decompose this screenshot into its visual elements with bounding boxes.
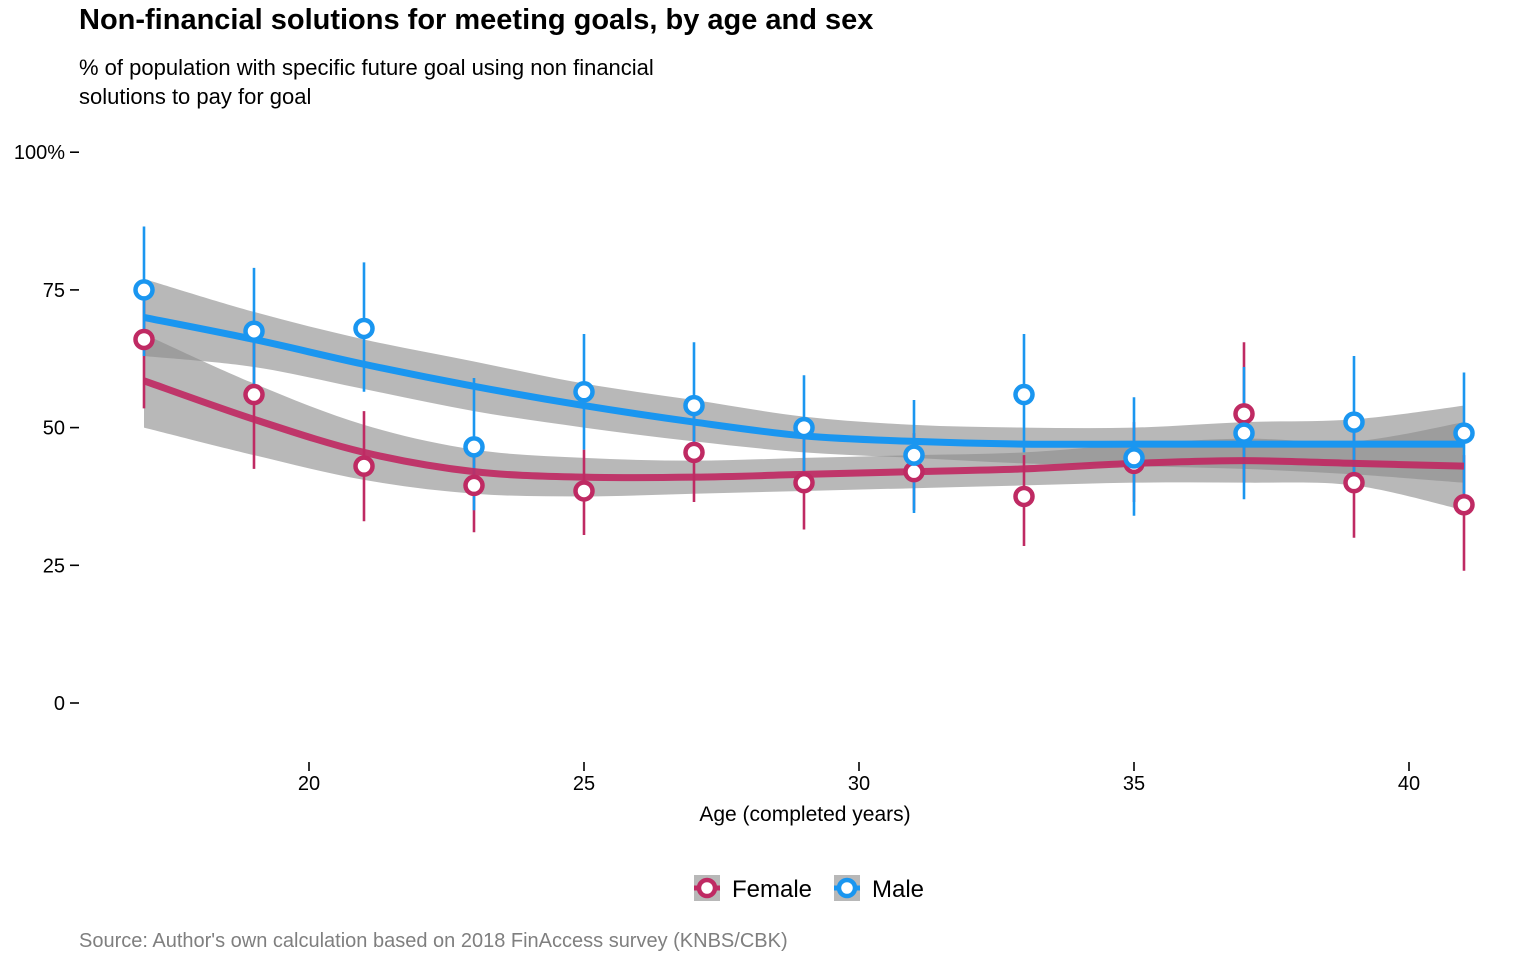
y-axis: 0 25 50 75 100% xyxy=(14,142,79,715)
x-tick-label: 20 xyxy=(298,773,320,795)
female-point xyxy=(573,480,595,502)
error-bars xyxy=(142,226,1466,571)
male-point xyxy=(1123,447,1145,469)
x-tick-label: 35 xyxy=(1123,773,1145,795)
male-point xyxy=(1453,422,1475,444)
male-point xyxy=(683,394,705,417)
y-tick-label: 75 xyxy=(43,280,65,302)
male-point xyxy=(243,320,265,342)
x-tick-label: 40 xyxy=(1398,773,1420,795)
y-tick-label: 50 xyxy=(43,418,65,440)
chart-svg: 0 25 50 75 100% 20 25 30 35 40 Age (completed ye… xyxy=(14,142,1475,903)
female-point xyxy=(1453,493,1475,516)
male-point xyxy=(463,436,485,458)
female-point xyxy=(793,471,815,494)
male-point xyxy=(133,279,155,301)
male-point xyxy=(573,381,595,403)
chart-subtitle: % of population with specific future goa… xyxy=(79,55,654,109)
x-axis: 20 25 30 35 40 xyxy=(298,762,1420,795)
x-tick-label: 25 xyxy=(573,773,595,795)
y-tick-label: 25 xyxy=(43,555,65,577)
male-legend-key-point xyxy=(836,877,858,899)
male-point xyxy=(353,317,375,340)
x-tick-label: 30 xyxy=(848,773,870,795)
x-axis-label: Age (completed years) xyxy=(699,803,910,826)
female-point xyxy=(353,455,375,477)
legend: Female Male xyxy=(694,875,924,903)
female-legend-label: Female xyxy=(732,876,812,903)
female-point xyxy=(683,441,705,464)
chart-caption: Source: Author's own calculation based o… xyxy=(79,930,788,952)
y-tick-label: 0 xyxy=(54,693,65,715)
male-point xyxy=(1013,383,1035,406)
chart-title: Non-financial solutions for meeting goal… xyxy=(79,4,874,36)
male-point xyxy=(903,444,925,466)
female-point xyxy=(1013,485,1035,508)
female-point xyxy=(133,328,155,351)
female-point xyxy=(1233,403,1255,425)
male-point xyxy=(793,416,815,439)
female-legend-key-point xyxy=(696,877,718,899)
female-point xyxy=(1343,471,1365,494)
y-tick-label: 100% xyxy=(14,142,65,164)
male-point xyxy=(1343,411,1365,433)
male-legend-label: Male xyxy=(872,876,924,903)
male-point xyxy=(1233,422,1255,444)
female-point xyxy=(243,383,265,406)
data-points xyxy=(133,279,1475,516)
female-point xyxy=(463,474,485,497)
